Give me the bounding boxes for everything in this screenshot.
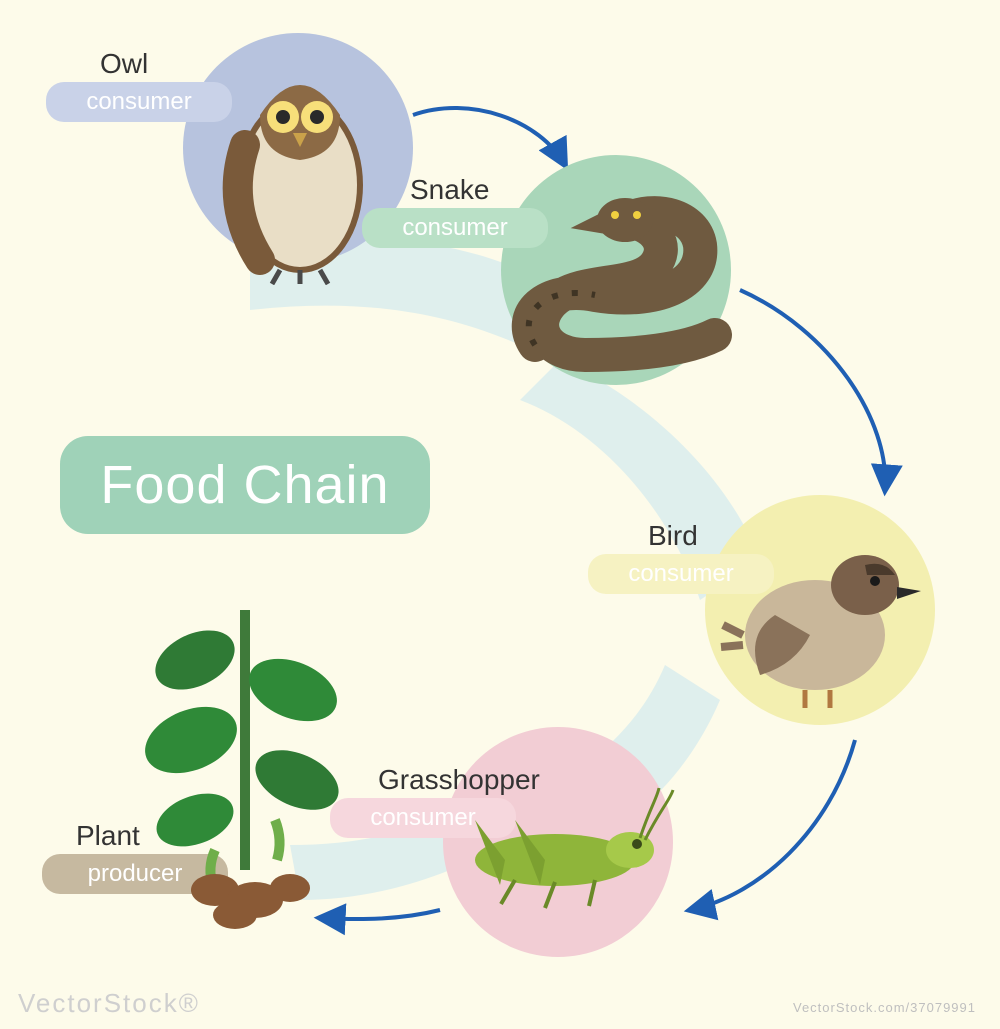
name-label-bird: Bird [648, 520, 698, 552]
snake-icon [500, 170, 740, 380]
arrow-bird-to-grasshopper [690, 740, 855, 910]
bird-icon [710, 510, 930, 720]
owl-icon [200, 20, 400, 290]
diagram-stage: Food Chain Owlconsumer Snakeconsumer Bir… [0, 0, 1000, 1029]
watermark: VectorStock® [18, 988, 200, 1019]
title-text: Food Chain [100, 454, 389, 516]
grasshopper-icon [440, 775, 680, 925]
name-label-owl: Owl [100, 48, 148, 80]
plant-icon [120, 560, 370, 940]
name-label-snake: Snake [410, 174, 489, 206]
diagram-title: Food Chain [60, 436, 430, 534]
watermark-id: VectorStock.com/37079991 [793, 1000, 976, 1015]
arrow-snake-to-bird [740, 290, 885, 490]
arrow-owl-to-snake [413, 108, 565, 165]
